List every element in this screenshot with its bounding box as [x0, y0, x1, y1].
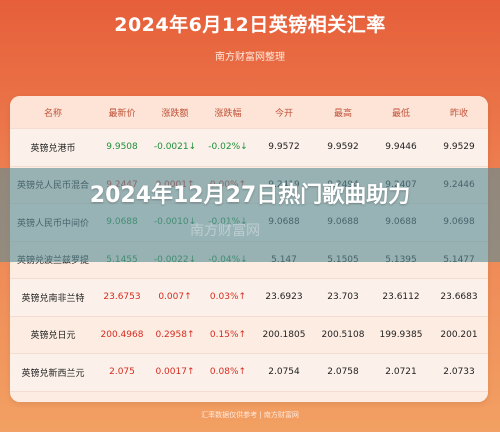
cell-name: 英镑兑南非兰特 — [10, 278, 96, 316]
cell-change: -0.0021↓ — [148, 128, 202, 166]
cell-low: 1.9196 — [372, 390, 430, 402]
watermark: 南方财富网 — [190, 223, 260, 239]
cell-name: 英镑兑日元 — [10, 315, 96, 354]
column-header: 最低 — [372, 96, 430, 129]
cell-change: 0.0017↑ — [148, 353, 202, 391]
cell-pct: -0.07%↓ — [202, 390, 254, 402]
column-header: 最新价 — [96, 96, 148, 129]
cell-open: 2.0754 — [254, 353, 314, 391]
column-header: 今开 — [254, 96, 314, 129]
cell-change: 0.2958↑ — [148, 315, 202, 354]
cell-high: 9.9592 — [314, 128, 372, 166]
table-row: 英镑兑澳元1.9273-0.0013↓-0.07%↓1.92881.93011.… — [10, 390, 488, 402]
table-header-row: 名称 最新价 涨跌额 涨跌幅 今开 最高 最低 昨收 — [10, 96, 488, 129]
cell-low: 2.0721 — [372, 353, 430, 391]
cell-name: 英镑兑港币 — [10, 128, 96, 166]
table-row: 英镑兑日元 200.4968 0.2958↑ 0.15%↑ 200.1805 200.51… — [10, 315, 488, 354]
banner-headline: 2024年12月27日热门歌曲助力 — [89, 183, 411, 208]
cell-open: 9.9572 — [254, 128, 314, 166]
cell-latest: 9.9508 — [96, 128, 148, 166]
overlay-banner — [0, 168, 500, 262]
table-row: 英镑兑南非兰特 23.6753 0.007↑ 0.03%↑ 23.6923 23.703 2… — [10, 278, 488, 316]
cell-low: 9.9446 — [372, 128, 430, 166]
cell-pct: -0.02%↓ — [202, 128, 254, 166]
page-subtitle: 南方财富网整理 — [215, 52, 285, 63]
cell-open: 200.1805 — [254, 315, 314, 354]
column-header: 名称 — [10, 96, 96, 129]
column-header: 涨跌额 — [148, 96, 202, 129]
cell-change: -0.0013↓ — [148, 390, 202, 402]
footer-note: 汇率数据仅供参考 | 南方财富网 — [201, 411, 299, 419]
column-header: 昨收 — [430, 96, 488, 129]
cell-name: 英镑兑澳元 — [10, 390, 96, 402]
cell-pct: 0.08%↑ — [202, 353, 254, 391]
page-title: 2024年6月12日英镑相关汇率 — [114, 14, 386, 36]
cell-latest: 23.6753 — [96, 278, 148, 316]
cell-prev: 9.9529 — [430, 128, 488, 166]
cell-open: 23.6923 — [254, 278, 314, 316]
cell-name: 英镑兑新西兰元 — [10, 353, 96, 391]
cell-pct: 0.15%↑ — [202, 315, 254, 354]
cell-low: 23.6112 — [372, 278, 430, 316]
cell-latest: 200.4968 — [96, 315, 148, 354]
cell-latest: 1.9273 — [96, 390, 148, 402]
cell-high: 200.5108 — [314, 315, 372, 354]
cell-high: 23.703 — [314, 278, 372, 316]
column-header: 最高 — [314, 96, 372, 129]
cell-low: 199.9385 — [372, 315, 430, 354]
table-row: 英镑兑港币 9.9508 -0.0021↓ -0.02%↓ 9.9572 9.9592 9.… — [10, 128, 488, 166]
cell-high: 1.9301 — [314, 390, 372, 402]
cell-latest: 2.075 — [96, 353, 148, 391]
cell-change: 0.007↑ — [148, 278, 202, 316]
cell-high: 2.0758 — [314, 353, 372, 391]
cell-pct: 0.03%↑ — [202, 278, 254, 316]
cell-prev: 200.201 — [430, 315, 488, 354]
cell-open: 1.9288 — [254, 390, 314, 402]
cell-prev: 23.6683 — [430, 278, 488, 316]
column-header: 涨跌幅 — [202, 96, 254, 129]
table-row: 英镑兑新西兰元 2.075 0.0017↑ 0.08%↑ 2.0754 2.0758 2.0… — [10, 353, 488, 391]
cell-prev: 1.9286 — [430, 390, 488, 402]
cell-prev: 2.0733 — [430, 353, 488, 391]
